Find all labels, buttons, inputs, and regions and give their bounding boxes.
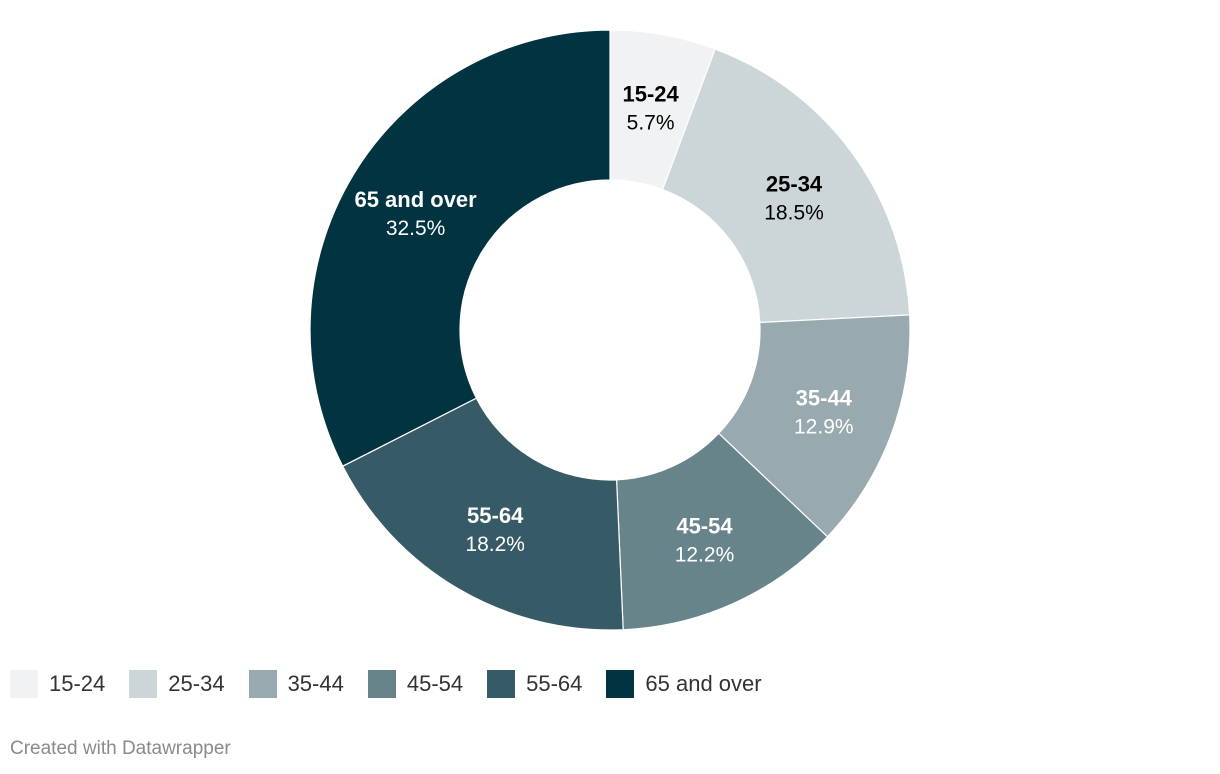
- slice-label-category: 15-24: [622, 82, 679, 107]
- slice-label-value: 18.5%: [764, 201, 824, 224]
- slice-label-category: 35-44: [796, 385, 853, 410]
- footer-credit: Created with Datawrapper: [10, 738, 231, 759]
- slice-label-value: 12.9%: [794, 415, 854, 438]
- slice-label-category: 55-64: [467, 503, 524, 528]
- legend-swatch: [10, 670, 38, 698]
- donut-chart: 15-24 5.7% 25-34 18.5% 35-44 12.9% 45-54 12.2% 5…: [309, 29, 911, 631]
- slice-labels-group: 15-24 5.7% 25-34 18.5% 35-44 12.9% 45-54 12.2% 5…: [354, 82, 853, 567]
- legend-swatch: [367, 670, 396, 698]
- legend-label: 65 and over: [645, 671, 762, 696]
- legend-label: 25-34: [168, 671, 225, 696]
- slice-65-and-over: [309, 29, 611, 468]
- slice-label-category: 45-54: [676, 514, 733, 539]
- legend-item: 55-64: [487, 670, 582, 698]
- legend-item: 35-44: [248, 670, 344, 698]
- legend-item: 65 and over: [606, 670, 762, 698]
- legend-label: 55-64: [526, 671, 583, 696]
- legend-swatch: [129, 670, 158, 698]
- slice-label-category: 65 and over: [354, 187, 477, 212]
- slice-label-value: 5.7%: [627, 112, 675, 135]
- legend-item: 45-54: [367, 670, 464, 698]
- legend-swatch: [248, 670, 277, 698]
- legend-item: 25-34: [129, 670, 225, 698]
- slice-label-value: 12.2%: [675, 544, 735, 567]
- slice-55-64: [341, 397, 624, 631]
- legend-label: 35-44: [287, 671, 344, 696]
- legend: 15-24 25-34 35-44 45-54 55-64 65 and over: [10, 669, 786, 699]
- slice-35-44: [717, 314, 911, 538]
- slice-label-category: 25-34: [766, 171, 823, 196]
- legend-swatch: [487, 670, 516, 698]
- slice-label-value: 32.5%: [386, 217, 446, 240]
- legend-label: 15-24: [49, 671, 106, 696]
- legend-swatch: [606, 670, 635, 698]
- legend-item: 15-24: [10, 670, 105, 698]
- legend-label: 45-54: [406, 671, 464, 696]
- slice-label-value: 18.2%: [465, 533, 525, 556]
- slices-group: [309, 29, 911, 631]
- slice-25-34: [661, 48, 911, 324]
